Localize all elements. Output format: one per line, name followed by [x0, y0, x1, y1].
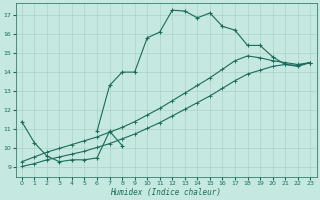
X-axis label: Humidex (Indice chaleur): Humidex (Indice chaleur)	[110, 188, 221, 197]
